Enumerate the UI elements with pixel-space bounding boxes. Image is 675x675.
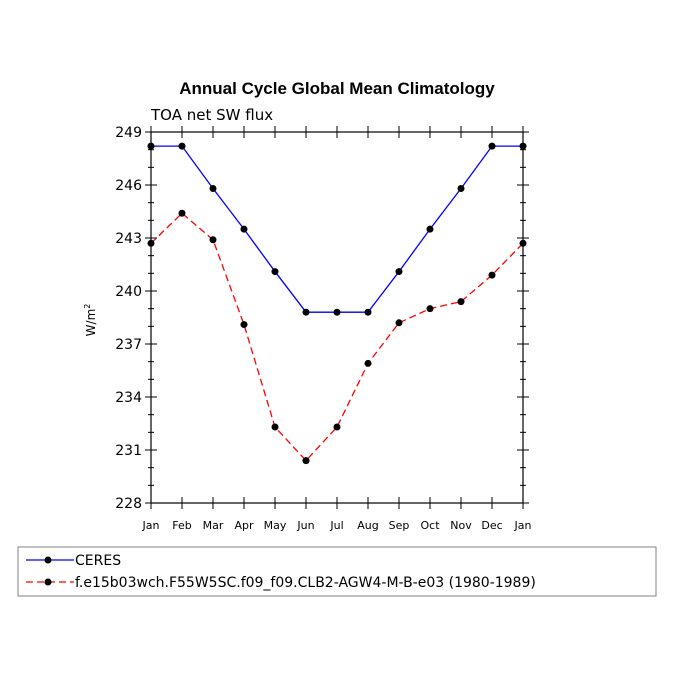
x-tick-label: Mar	[203, 519, 224, 532]
series-1-point	[395, 268, 403, 276]
series-2-point	[240, 321, 248, 329]
plot-frame	[150, 131, 524, 504]
legend-label-1: CERES	[75, 553, 121, 569]
legend-marker-1	[44, 556, 52, 564]
series-1-point	[519, 142, 527, 150]
series-1-point	[209, 185, 217, 193]
y-tick-label: 231	[115, 443, 142, 459]
series-2-point	[302, 457, 310, 465]
plot-area: 228 231 234 237 240 243 246 249 Jan Feb Mar Apr May J…	[115, 125, 531, 532]
x-tick-label: Jul	[329, 519, 343, 532]
series-1-point	[178, 142, 186, 150]
series-2-point	[457, 298, 465, 306]
series-2-point	[395, 319, 403, 327]
series-2-point	[488, 271, 496, 279]
series-2-point	[147, 239, 155, 247]
series-1-point	[426, 225, 434, 233]
series-2-point	[333, 423, 341, 431]
series-1-point	[333, 308, 341, 316]
y-axis-label: W/m2	[83, 304, 98, 337]
y-tick-label: 246	[115, 178, 142, 194]
series-1-point	[240, 225, 248, 233]
x-tick-label: Oct	[420, 519, 440, 532]
x-tick-label: Nov	[450, 519, 472, 532]
series-1-point	[364, 308, 372, 316]
y-tick-label: 237	[115, 337, 142, 353]
x-tick-label: Dec	[481, 519, 502, 532]
y-tick-label: 234	[115, 390, 142, 406]
x-tick-label: Feb	[172, 519, 191, 532]
chart-title: Annual Cycle Global Mean Climatology	[179, 79, 495, 98]
series-1-point	[488, 142, 496, 150]
chart-subtitle: TOA net SW flux	[150, 106, 273, 124]
x-tick-label: May	[264, 519, 287, 532]
x-tick-label: Sep	[389, 519, 410, 532]
y-tick-label: 228	[115, 496, 142, 512]
x-tick-label: Jan	[142, 519, 160, 532]
series-2-point	[271, 423, 279, 431]
x-tick-label: Apr	[234, 519, 254, 532]
series-1-point	[457, 185, 465, 193]
legend-box	[17, 546, 657, 597]
series-2-point	[209, 236, 217, 244]
y-tick-label: 243	[115, 231, 142, 247]
legend-label-2: f.e15b03wch.F55W5SC.f09_f09.CLB2-AGW4-M-…	[75, 575, 536, 591]
series-1-point	[147, 142, 155, 150]
legend-marker-2	[44, 578, 52, 586]
series-line-2	[150, 212, 524, 462]
series-2-point	[426, 305, 434, 313]
series-1-point	[302, 308, 310, 316]
x-tick-label: Jan	[514, 519, 532, 532]
x-tick-label: Jun	[296, 519, 314, 532]
series-2-point	[519, 239, 527, 247]
series-2-point	[364, 359, 372, 367]
legend: CERES f.e15b03wch.F55W5SC.f09_f09.CLB2-AG…	[17, 546, 657, 597]
y-tick-label: 240	[115, 284, 142, 300]
x-tick-label: Aug	[357, 519, 378, 532]
y-tick-label: 249	[115, 125, 142, 141]
series-line-1	[151, 145, 523, 313]
series-2-point	[178, 209, 186, 217]
series-1-point	[271, 268, 279, 276]
